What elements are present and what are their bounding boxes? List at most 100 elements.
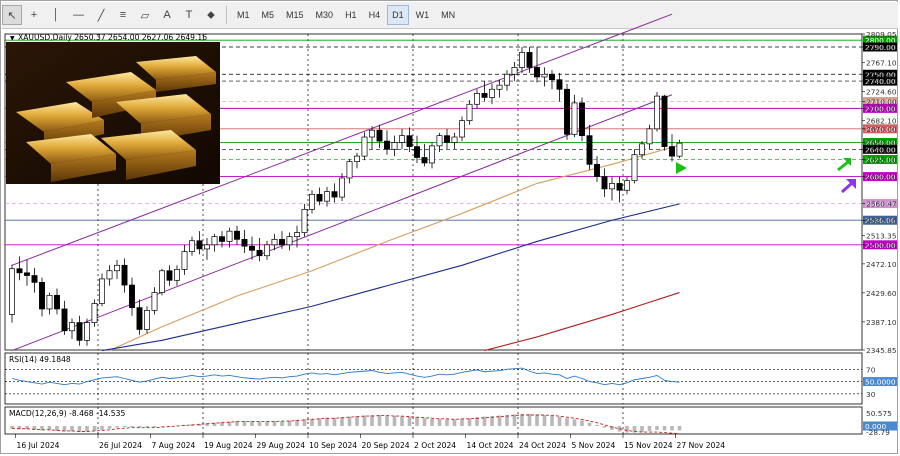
vertical-line-icon[interactable]: │ <box>52 9 60 21</box>
candle <box>136 307 143 330</box>
macd-histogram-bar <box>407 416 412 426</box>
macd-histogram-bar <box>520 413 524 426</box>
macd-histogram-bar <box>17 426 22 430</box>
macd-histogram-bar <box>550 415 554 426</box>
date-label: 7 Aug 2024 <box>152 441 196 450</box>
level-tag-label: 2800.00 <box>865 36 896 45</box>
macd-histogram-bar <box>160 426 164 427</box>
candle <box>436 135 443 147</box>
date-label: 19 Aug 2024 <box>204 441 253 450</box>
date-label: 14 Oct 2024 <box>467 441 514 450</box>
macd-histogram-bar <box>587 422 592 426</box>
candle <box>166 270 173 281</box>
timeframe-w1-button[interactable]: W1 <box>415 10 430 20</box>
macd-histogram-bar <box>10 426 14 429</box>
candle <box>474 93 480 105</box>
shapes-icon[interactable]: ⬥ <box>207 8 215 21</box>
date-label: 16 Jul 2024 <box>17 441 60 450</box>
level-tag-label: 2600.00 <box>865 173 896 182</box>
macd-histogram-bar <box>302 419 307 426</box>
candle <box>271 239 278 246</box>
candle <box>519 52 525 68</box>
timeframe-m15-button[interactable]: M15 <box>286 10 304 20</box>
candle <box>609 183 615 190</box>
timeframe-h4-button[interactable]: H4 <box>368 10 381 20</box>
fibonacci-icon[interactable]: ≡ <box>119 9 127 21</box>
price-tick-label: 2682.10 <box>866 117 897 126</box>
macd-histogram-bar <box>220 422 224 426</box>
macd-histogram-bar <box>92 426 97 431</box>
level-tag <box>863 42 897 52</box>
candle <box>429 145 435 164</box>
candle <box>676 142 683 157</box>
cursor-icon[interactable]: ↖ <box>2 5 22 25</box>
candle <box>654 95 660 130</box>
macd-histogram-bar <box>392 415 397 426</box>
candle <box>511 67 518 75</box>
candle <box>204 244 210 250</box>
candle <box>639 143 645 156</box>
macd-histogram-bar <box>670 426 674 431</box>
level-tag-label: 2650.00 <box>865 138 896 147</box>
macd-histogram-bar <box>62 426 67 432</box>
trendline-icon[interactable]: ╱ <box>97 9 105 22</box>
candle <box>106 270 113 280</box>
candle <box>346 161 353 179</box>
macd-histogram-bar <box>235 421 239 426</box>
timeframe-m5-button[interactable]: M5 <box>261 10 275 20</box>
candle <box>669 146 675 157</box>
moving-average-line <box>484 292 680 352</box>
purple-arrow-head <box>846 179 856 189</box>
price-tick-label: 2710.00 <box>866 98 897 107</box>
moving-average-line <box>109 144 680 352</box>
macd-histogram-bar <box>565 418 569 426</box>
candle <box>39 282 45 310</box>
candle <box>249 245 255 251</box>
macd-histogram-bar <box>370 415 374 426</box>
text-label-icon[interactable]: T <box>185 9 193 21</box>
macd-histogram-bar <box>272 421 277 426</box>
macd-histogram-bar <box>482 416 487 426</box>
price-tick-label: 2740.00 <box>866 77 897 86</box>
macd-histogram-bar <box>250 421 254 426</box>
level-tag <box>863 35 897 45</box>
candle <box>504 73 510 86</box>
price-tick-label: 2513.35 <box>866 232 897 241</box>
timeframe-m30-button[interactable]: M30 <box>315 10 334 20</box>
text-icon[interactable]: A <box>163 9 171 21</box>
price-tick-label: 2767.10 <box>866 59 897 68</box>
timeframe-mn-button[interactable]: MN <box>441 10 456 20</box>
macd-histogram-bar <box>625 426 629 433</box>
macd-histogram-bar <box>347 416 352 426</box>
level-tag <box>863 144 897 154</box>
candle <box>361 136 368 157</box>
macd-histogram-bar <box>632 426 637 433</box>
macd-histogram-bar <box>257 421 262 426</box>
macd-histogram-bar <box>325 417 329 426</box>
macd-histogram-bar <box>55 426 59 431</box>
channel-lower-line <box>11 94 673 352</box>
rsi-tick-label: 30 <box>866 390 876 399</box>
level-tag-label: 2790.00 <box>865 43 896 52</box>
candle <box>414 146 420 158</box>
timeframe-d1-button[interactable]: D1 <box>387 5 409 25</box>
macd-histogram-bar <box>452 419 457 426</box>
timeframe-h1-button[interactable]: H1 <box>345 10 357 20</box>
price-tick-label: 2387.10 <box>866 318 897 327</box>
level-tag-label: 2710.00 <box>865 98 896 107</box>
horizontal-line-icon[interactable]: — <box>73 9 84 21</box>
crosshair-icon[interactable]: + <box>30 9 38 21</box>
candle <box>594 163 600 177</box>
channel-icon[interactable]: ▱ <box>140 9 150 22</box>
macd-histogram-bar <box>152 426 157 428</box>
timeframe-m1-button[interactable]: M1 <box>237 10 250 20</box>
rsi-value-tag <box>863 377 897 387</box>
candle <box>571 102 578 135</box>
candle <box>444 135 450 143</box>
macd-histogram-bar <box>400 416 404 426</box>
price-tick-label: 2724.60 <box>866 88 897 97</box>
price-tick-label: 2790.00 <box>866 43 897 52</box>
level-tag <box>863 69 897 79</box>
candle <box>496 84 503 90</box>
